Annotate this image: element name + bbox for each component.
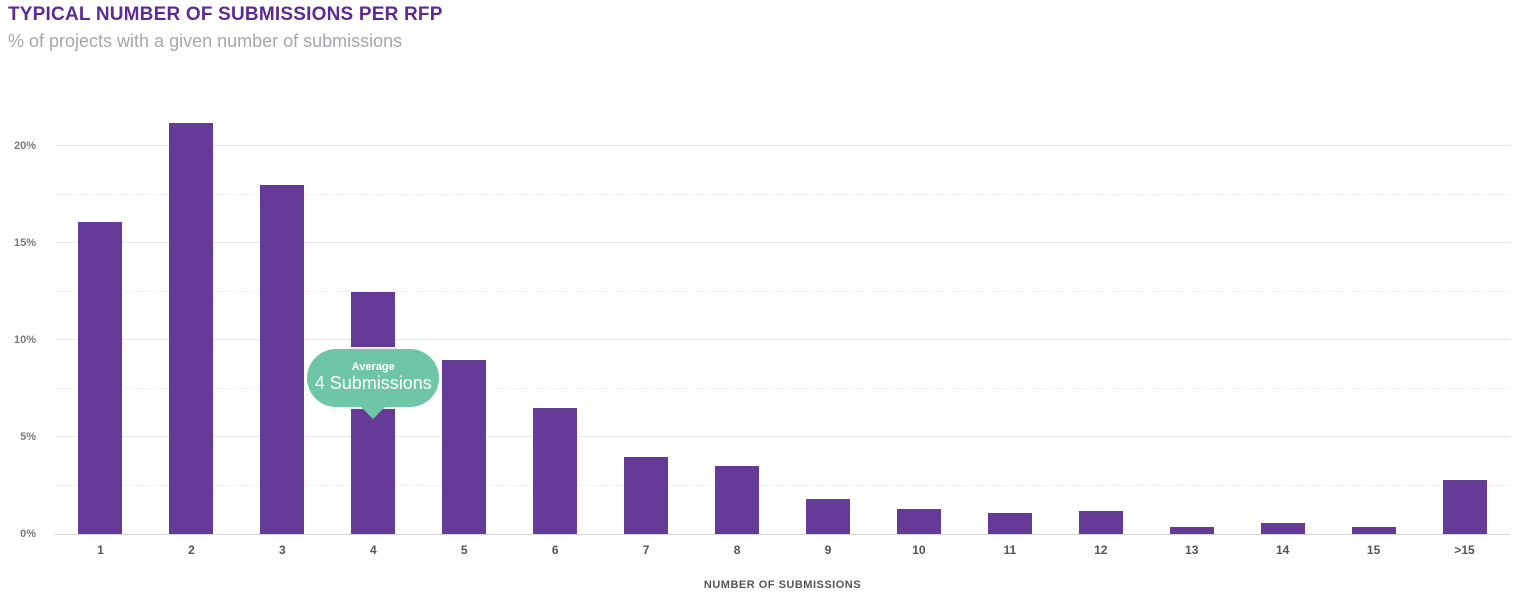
bar-slot-3 [237,99,328,534]
bar-14 [1260,523,1305,534]
bar-slot-11 [964,99,1055,534]
bar-8 [715,466,760,534]
bar-5 [442,359,487,534]
x-tick-7: 7 [642,543,650,557]
average-annotation: Average 4 Submissions [307,349,440,419]
bar-15 [1351,527,1396,534]
bar-3 [260,185,305,534]
bar-slot-1 [55,99,146,534]
x-tick-2: 2 [188,543,195,557]
gridline-major [55,339,1510,341]
y-axis: 0% 5% 10% 15% 20% [0,99,42,540]
y-tick-20%: 20% [13,140,36,153]
gridline-major [55,436,1510,438]
x-tick-14: 14 [1275,543,1290,557]
chart-title: TYPICAL NUMBER OF SUBMISSIONS PER RFP [8,4,443,25]
bar-slot-4 [328,99,419,534]
x-tick-15: 15 [1366,543,1381,557]
x-tick-9: 9 [824,543,832,557]
y-tick-10%: 10% [13,334,36,347]
x-tick-6: 6 [551,543,559,557]
bar-slot-10 [873,99,964,534]
x-tick-8: 8 [733,543,741,557]
bar-slot-5 [419,99,510,534]
bar-13 [1169,527,1214,534]
bar-12 [1078,510,1123,534]
x-tick-12: 12 [1094,543,1108,557]
x-tick-5: 5 [460,543,468,557]
bar->15 [1442,479,1487,534]
x-tick-10: 10 [912,543,926,557]
gridline-minor [55,484,1510,486]
x-tick-1: 1 [97,543,104,557]
bar-2 [169,123,214,534]
bar-slot-7 [601,99,692,534]
bar-11 [987,512,1032,534]
bar-10 [896,508,941,534]
chart-subtitle: % of projects with a given number of sub… [8,31,403,51]
gridline-minor [55,193,1510,195]
bar-6 [533,408,578,534]
x-axis-title: NUMBER OF SUBMISSIONS [703,579,862,591]
bar-slot-13 [1146,99,1237,534]
gridline-major [55,145,1510,147]
gridline-minor [55,290,1510,292]
bar-slot-2 [146,99,237,534]
bars-row [55,99,1510,534]
gridline-major [55,242,1510,244]
bar-slot-9 [783,99,874,534]
y-tick-5%: 5% [20,431,36,444]
bar-slot-14 [1237,99,1328,534]
annotation-value: 4 Submissions [314,373,432,394]
bar-slot-15 [1328,99,1419,534]
x-tick-3: 3 [279,543,286,557]
bar-9 [805,499,850,534]
x-tick-11: 11 [1003,543,1017,557]
bar-slot-12 [1055,99,1146,534]
annotation-arrow-icon [360,406,387,419]
plot-area: Average 4 Submissions [55,99,1510,535]
x-tick->15: >15 [1454,543,1475,557]
x-tick-4: 4 [369,543,377,557]
gridline-minor [55,387,1510,389]
x-axis: 1 2 3 4 5 6 7 8 9 10 11 12 13 14 15 >15 [55,543,1510,557]
y-tick-0%: 0% [20,528,36,540]
bar-slot-6 [510,99,601,534]
bar-slot->15 [1419,99,1510,534]
bar-slot-8 [692,99,783,534]
y-tick-15%: 15% [13,237,36,250]
bar-7 [624,456,669,534]
x-tick-13: 13 [1185,543,1199,557]
annotation-label: Average [351,361,395,374]
bar-1 [78,222,123,534]
